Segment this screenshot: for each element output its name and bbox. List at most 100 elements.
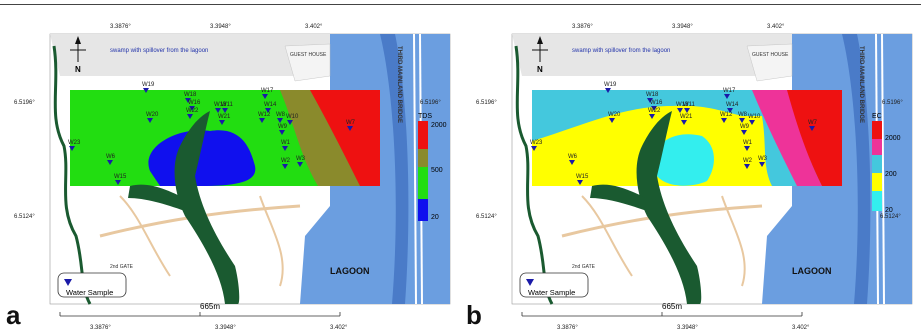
contour-mid-zone <box>280 90 360 186</box>
water-sample-label: Water Sample <box>66 288 113 297</box>
coord-top-3: 3.402° <box>305 24 323 30</box>
legend-title: EC <box>872 113 882 120</box>
legend-swatch-high <box>872 121 882 139</box>
swamp-label: swamp with spillover from the lagoon <box>110 48 208 54</box>
guest-house-label: GUEST HOUSE <box>290 52 327 58</box>
well-label: W22 <box>186 108 199 114</box>
well-marker-icon <box>347 126 353 131</box>
legend-swatch-base <box>872 155 882 173</box>
well-marker-icon <box>605 88 611 93</box>
coord-bottom-3: 3.402° <box>792 325 810 331</box>
well-marker-icon <box>147 118 153 123</box>
road-east <box>259 195 284 287</box>
contour-mid-zone <box>752 90 822 186</box>
swamp-label: swamp with spillover from the lagoon <box>572 48 670 54</box>
coord-bottom-2: 3.3948° <box>215 325 236 331</box>
well-label: W18 <box>646 92 659 98</box>
well-label: W13 <box>676 102 689 108</box>
legend-swatch-high <box>418 121 428 149</box>
lagoon-label: LAGOON <box>792 266 832 276</box>
well-marker-icon <box>744 146 750 151</box>
well-marker-icon <box>189 106 195 111</box>
well-label: W23 <box>530 140 543 146</box>
well-marker-icon <box>215 108 221 113</box>
north-label: N <box>537 65 543 74</box>
lat-lower-right: 6.5124° <box>880 214 901 220</box>
well-marker-icon <box>282 146 288 151</box>
road-side <box>581 195 633 277</box>
coord-bottom-1: 3.3876° <box>90 325 111 331</box>
well-label: W14 <box>264 102 277 108</box>
well-marker-icon <box>677 108 683 113</box>
north-label: N <box>75 65 81 74</box>
guest-house-area <box>284 43 331 82</box>
legend-ec: EC 2000 200 20 <box>872 113 901 214</box>
well-markers: W19 W18 W17 W16 W20 W22 W11 W21 W13 W14 W12 W8 W9 W10… <box>68 82 356 185</box>
well-markers: W19 W18 W17 W16 W20 W22 W13 W14 W12 W8 W9 W10 W23 W6 W… <box>530 82 818 185</box>
coord-top-1: 3.3876° <box>110 24 131 30</box>
well-label: W15 <box>114 174 127 180</box>
swamp-area <box>512 34 792 76</box>
well-marker-icon <box>115 180 121 185</box>
north-arrow-icon <box>532 36 548 62</box>
well-label: W23 <box>68 140 81 146</box>
bridge-line-2 <box>881 33 885 305</box>
well-marker-icon <box>107 160 113 165</box>
well-marker-icon <box>749 120 755 125</box>
legend-tds: TDS 2000 500 20 <box>418 113 447 221</box>
well-label: W3 <box>758 156 768 162</box>
well-label: W10 <box>286 114 299 120</box>
well-marker-icon <box>262 94 268 99</box>
bridge-label: THIRD MAINLAND BRIDGE <box>858 46 864 123</box>
scale-bar: 665m <box>521 302 803 317</box>
well-marker-icon <box>727 108 733 113</box>
well-label: W12 <box>720 112 733 118</box>
north-arrow-icon <box>70 36 86 62</box>
well-label: W17 <box>261 88 274 94</box>
bridge-line-1 <box>413 33 417 305</box>
lagoon-label: LAGOON <box>330 266 370 276</box>
scale-label: 665m <box>662 302 682 311</box>
well-marker-icon <box>809 126 815 131</box>
creek-branch <box>590 184 652 211</box>
well-label: W3 <box>296 156 306 162</box>
well-marker-icon <box>185 98 191 103</box>
legend-swatch-core <box>872 191 882 211</box>
guest-house-label: GUEST HOUSE <box>752 52 789 58</box>
well-marker-icon <box>744 164 750 169</box>
well-marker-icon <box>259 118 265 123</box>
legend-title: TDS <box>418 113 432 120</box>
lat-upper-left: 6.5196° <box>476 100 497 106</box>
well-marker-icon <box>569 160 575 165</box>
lagoon-channel <box>380 34 409 304</box>
well-label: W18 <box>184 92 197 98</box>
well-label: W13 <box>214 102 227 108</box>
creek-branch <box>128 184 190 211</box>
scale-bar: 665m <box>59 302 341 317</box>
coord-bottom-2: 3.3948° <box>677 325 698 331</box>
well-marker-icon <box>143 88 149 93</box>
well-marker-icon <box>222 108 228 113</box>
panel-letter-a: a <box>6 300 21 330</box>
well-label: W8 <box>738 112 748 118</box>
well-label: W1 <box>281 140 291 146</box>
well-marker-icon <box>287 120 293 125</box>
well-label: W2 <box>281 158 291 164</box>
legend-label-2000: 2000 <box>885 135 901 142</box>
well-label: W15 <box>576 174 589 180</box>
well-label: W21 <box>680 114 693 120</box>
well-label: W22 <box>648 108 661 114</box>
lat-upper-right: 6.5196° <box>420 100 441 106</box>
well-marker-icon <box>649 114 655 119</box>
panel-b-ec-map: 3.3876° 3.3948° 3.402° 3.3876° 3.3948° 3… <box>462 6 917 332</box>
well-label: W1 <box>743 140 753 146</box>
legend-label-20: 20 <box>885 207 893 214</box>
well-label: W11 <box>221 102 234 108</box>
well-marker-icon <box>279 130 285 135</box>
coord-top-2: 3.3948° <box>210 24 231 30</box>
water-sample-legend: Water Sample <box>57 272 127 298</box>
well-marker-icon <box>219 120 225 125</box>
well-label: W20 <box>146 112 159 118</box>
legend-swatch-low <box>872 173 882 191</box>
well-label: W8 <box>276 112 286 118</box>
